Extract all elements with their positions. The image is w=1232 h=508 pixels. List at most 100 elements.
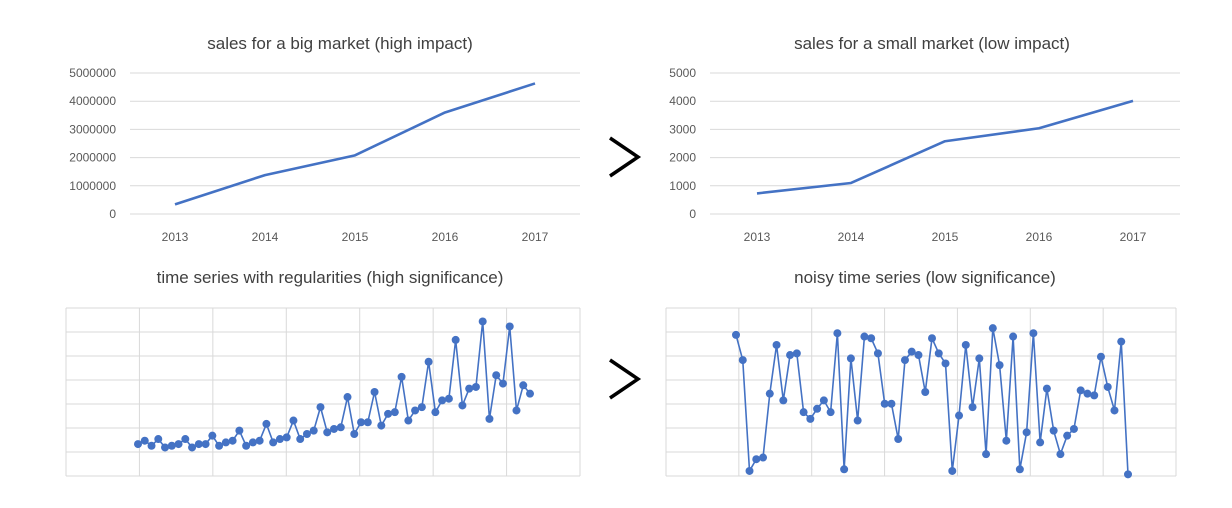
data-point bbox=[438, 396, 447, 405]
data-point bbox=[161, 443, 170, 452]
data-point bbox=[988, 324, 997, 333]
data-point bbox=[343, 393, 352, 402]
data-point bbox=[948, 466, 957, 475]
chart-title: noisy time series (low significance) bbox=[794, 268, 1056, 287]
greater-than-icon bbox=[609, 136, 642, 178]
line-chart-big-market: 0 1000000 2000000 3000000 4000000 5000000 2013… bbox=[69, 66, 580, 244]
data-point bbox=[228, 436, 237, 445]
data-point bbox=[887, 399, 896, 408]
data-point bbox=[444, 394, 453, 403]
x-tick-label: 2015 bbox=[932, 230, 959, 244]
data-point bbox=[208, 431, 217, 440]
data-point bbox=[465, 384, 474, 393]
data-point bbox=[1036, 438, 1045, 447]
x-tick-label: 2014 bbox=[252, 230, 279, 244]
data-point bbox=[526, 389, 534, 398]
x-tick-label: 2013 bbox=[744, 230, 771, 244]
data-point bbox=[806, 414, 815, 423]
data-point bbox=[330, 424, 338, 433]
data-point bbox=[1083, 389, 1092, 398]
data-point bbox=[786, 351, 795, 360]
data-point bbox=[194, 440, 203, 449]
data-point bbox=[390, 408, 399, 417]
data-point bbox=[873, 349, 882, 358]
y-tick-label: 4000000 bbox=[69, 94, 116, 108]
y-tick-label: 5000 bbox=[669, 66, 696, 80]
data-point bbox=[833, 329, 842, 338]
data-point bbox=[431, 408, 440, 417]
data-point bbox=[867, 334, 876, 343]
data-point bbox=[242, 441, 251, 450]
x-tick-label: 2016 bbox=[432, 230, 459, 244]
data-point bbox=[759, 453, 768, 462]
x-tick-label: 2014 bbox=[838, 230, 865, 244]
data-point bbox=[255, 436, 264, 445]
data-point bbox=[1103, 382, 1112, 391]
data-point bbox=[397, 372, 406, 381]
chart-panel-big-market: sales for a big market (high impact) 0 10… bbox=[50, 28, 610, 250]
data-point bbox=[140, 436, 149, 445]
data-point bbox=[880, 399, 889, 408]
data-point bbox=[147, 441, 156, 450]
x-tick-label: 2016 bbox=[1026, 230, 1053, 244]
data-point bbox=[1029, 329, 1038, 338]
data-point bbox=[907, 347, 916, 356]
line-chart-regular-series bbox=[65, 307, 581, 477]
data-point bbox=[289, 416, 298, 425]
data-point bbox=[350, 430, 359, 438]
data-point bbox=[846, 354, 855, 363]
data-point bbox=[1110, 406, 1119, 415]
x-tick-label: 2013 bbox=[162, 230, 189, 244]
line-chart-small-market: 0 1000 2000 3000 4000 5000 2013 2014 2015 2016 201… bbox=[669, 66, 1180, 244]
data-point bbox=[819, 396, 828, 405]
data-point bbox=[316, 403, 325, 412]
data-point bbox=[262, 419, 271, 428]
data-point bbox=[853, 416, 862, 425]
data-point bbox=[1117, 337, 1126, 346]
data-point bbox=[248, 438, 257, 447]
data-point bbox=[1069, 424, 1078, 433]
data-point bbox=[813, 404, 822, 413]
data-point bbox=[738, 356, 747, 365]
x-tick-label: 2017 bbox=[1120, 230, 1147, 244]
y-tick-label: 5000000 bbox=[69, 66, 116, 80]
data-point bbox=[505, 322, 514, 331]
data-point bbox=[745, 466, 754, 475]
data-point bbox=[934, 349, 943, 358]
data-point bbox=[1009, 332, 1018, 341]
y-tick-label: 2000 bbox=[669, 151, 696, 165]
chart-title: sales for a big market (high impact) bbox=[207, 34, 473, 53]
data-point bbox=[1002, 436, 1011, 445]
data-point bbox=[995, 361, 1004, 370]
data-point bbox=[201, 440, 210, 449]
series-line bbox=[756, 99, 1134, 195]
data-point bbox=[269, 438, 278, 447]
y-tick-label: 4000 bbox=[669, 94, 696, 108]
y-tick-label: 2000000 bbox=[69, 151, 116, 165]
data-point bbox=[134, 440, 142, 449]
data-point bbox=[765, 389, 774, 398]
data-point bbox=[752, 455, 761, 464]
data-point bbox=[336, 423, 345, 432]
data-point bbox=[485, 414, 494, 423]
data-point bbox=[221, 438, 230, 447]
chart-panel-small-market: sales for a small market (low impact) 0 1… bbox=[652, 28, 1192, 250]
data-point bbox=[417, 403, 426, 412]
greater-than-icon bbox=[609, 358, 642, 400]
y-tick-label: 1000 bbox=[669, 179, 696, 193]
data-point bbox=[519, 381, 528, 390]
data-point bbox=[792, 349, 801, 358]
chart-panel-regular-series: time series with regularities (high sign… bbox=[60, 268, 600, 483]
data-point bbox=[512, 406, 521, 415]
data-point bbox=[492, 371, 501, 380]
data-point bbox=[840, 465, 849, 474]
data-point bbox=[826, 408, 835, 417]
data-point bbox=[860, 332, 869, 341]
data-point bbox=[167, 441, 176, 450]
data-point bbox=[941, 359, 950, 368]
data-point bbox=[478, 317, 487, 326]
data-point bbox=[900, 356, 909, 365]
data-point bbox=[451, 335, 460, 344]
chart-panel-noisy-series: noisy time series (low significance) bbox=[660, 268, 1190, 483]
y-tick-label: 3000 bbox=[669, 122, 696, 136]
